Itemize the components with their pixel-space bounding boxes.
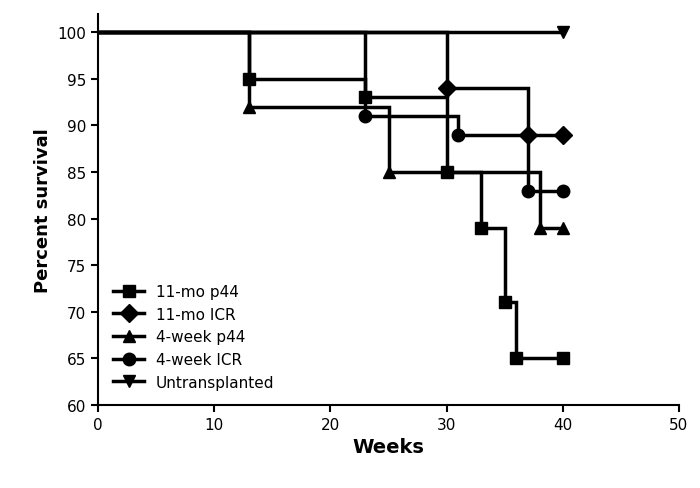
Legend: 11-mo p44, 11-mo ICR, 4-week p44, 4-week ICR, Untransplanted: 11-mo p44, 11-mo ICR, 4-week p44, 4-week… — [106, 277, 282, 397]
Y-axis label: Percent survival: Percent survival — [34, 128, 52, 292]
X-axis label: Weeks: Weeks — [353, 437, 424, 456]
